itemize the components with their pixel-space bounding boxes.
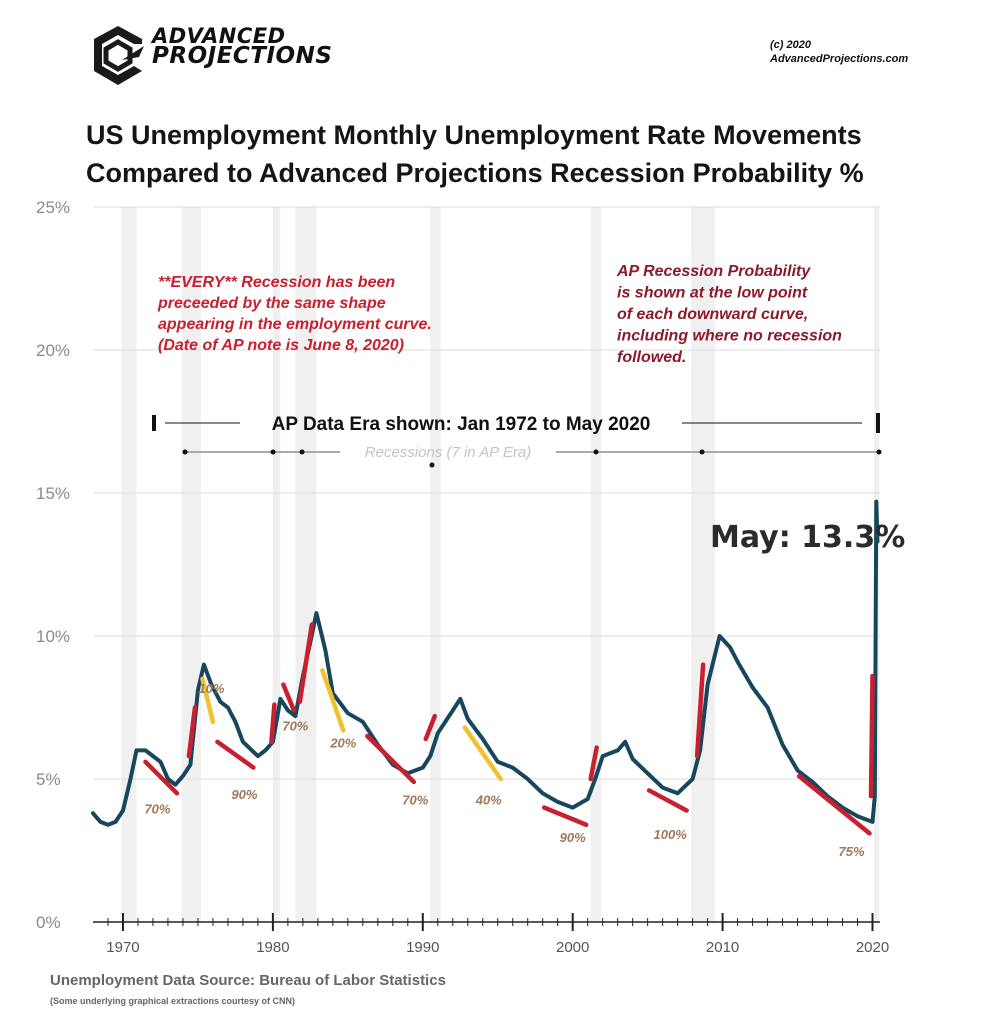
recession-dot [593, 449, 599, 455]
x-tick-label: 2000 [556, 939, 589, 956]
extraction-credit: (Some underlying graphical extractions c… [50, 996, 296, 1006]
logo-line-2: PROJECTIONS [152, 43, 333, 69]
recession-band [121, 207, 137, 922]
y-tick-label: 15% [36, 484, 70, 503]
x-tick-label: 1980 [256, 939, 289, 956]
probability-label: 40% [475, 793, 502, 808]
logo-wordmark: ADVANCED PROJECTIONS [152, 24, 333, 69]
red-warning-segment [868, 673, 875, 799]
chart-title: US Unemployment Monthly Unemployment Rat… [86, 116, 966, 192]
recession-dot [699, 449, 705, 455]
probability-note-line: of each downward curve, [617, 306, 808, 323]
probability-label: 70% [282, 718, 308, 733]
logo-line-1: ADVANCED [152, 24, 286, 48]
era-label: AP Data Era shown: Jan 1972 to May 2020 [272, 414, 651, 435]
copyright-year: (c) 2020 [770, 39, 811, 51]
recession-note-line: **EVERY** Recession has been [158, 274, 395, 291]
chart-title-line-1: US Unemployment Monthly Unemployment Rat… [86, 120, 862, 150]
recession-note-line: (Date of AP note is June 8, 2020) [158, 337, 404, 354]
red-warning-segment [143, 759, 180, 796]
recession-band [295, 207, 317, 922]
red-warning-segment [796, 773, 872, 836]
red-warning-segment [297, 622, 315, 705]
era-end-marker [876, 413, 880, 433]
yellow-segment [320, 668, 346, 733]
x-tick-label: 1990 [406, 939, 439, 956]
era-start-marker [152, 415, 156, 431]
recession-band [590, 207, 602, 922]
recession-dot [182, 449, 188, 455]
yellow-segment [462, 725, 503, 782]
copyright: (c) 2020 AdvancedProjections.com [770, 38, 908, 66]
data-source: Unemployment Data Source: Bureau of Labo… [50, 972, 446, 989]
logo-icon [94, 26, 144, 85]
recession-dot [299, 449, 305, 455]
probability-label: 10% [198, 681, 224, 696]
probability-note-line: AP Recession Probability [616, 263, 811, 280]
red-warning-segment [694, 662, 706, 759]
recession-note-line: appearing in the employment curve. [158, 316, 432, 333]
red-warning-segment [269, 702, 277, 745]
recession-dot [429, 462, 435, 468]
probability-label: 20% [329, 736, 356, 751]
red-warning-segment [365, 733, 417, 785]
probability-label: 75% [839, 844, 865, 859]
recession-band [181, 207, 201, 922]
may-value-label: May: 13.3% [710, 520, 905, 555]
probability-note-line: followed. [617, 349, 686, 366]
probability-note-line: is shown at the low point [617, 285, 808, 302]
probability-note-line: including where no recession [617, 328, 842, 345]
recession-band [430, 207, 441, 922]
red-warning-segment [588, 745, 599, 782]
probability-label: 90% [560, 830, 586, 845]
x-tick-label: 2010 [706, 939, 739, 956]
red-warning-segment [646, 788, 689, 813]
y-tick-label: 0% [36, 913, 61, 932]
red-warning-segment [541, 805, 589, 828]
x-tick-label: 1970 [106, 939, 139, 956]
probability-label: 100% [654, 827, 688, 842]
recession-dot [270, 449, 276, 455]
red-warning-segment [281, 682, 297, 713]
y-tick-label: 25% [36, 198, 70, 217]
probability-label: 70% [144, 801, 170, 816]
recession-band [272, 207, 281, 922]
y-tick-label: 5% [36, 770, 61, 789]
red-warning-segment [186, 705, 198, 759]
chart-title-line-2: Compared to Advanced Projections Recessi… [86, 158, 864, 188]
probability-label: 70% [402, 793, 428, 808]
red-warning-segment [423, 713, 438, 742]
y-tick-label: 20% [36, 341, 70, 360]
recession-note-line: preceeded by the same shape [157, 295, 386, 312]
red-warning-segment [215, 739, 256, 770]
copyright-site: AdvancedProjections.com [770, 53, 909, 65]
yellow-segment [200, 676, 216, 725]
unemployment-rate-line [91, 499, 880, 827]
x-tick-label: 2020 [856, 939, 889, 956]
probability-label: 90% [231, 787, 257, 802]
y-tick-label: 10% [36, 627, 70, 646]
recession-count-label: Recessions (7 in AP Era) [365, 444, 531, 461]
recession-dot [876, 449, 882, 455]
